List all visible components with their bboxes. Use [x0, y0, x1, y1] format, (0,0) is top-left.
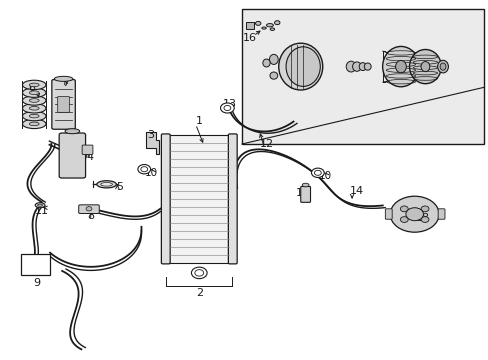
Text: 6: 6: [28, 83, 35, 93]
Ellipse shape: [409, 49, 440, 84]
Text: 11: 11: [35, 206, 48, 216]
FancyBboxPatch shape: [79, 205, 99, 213]
Ellipse shape: [224, 105, 230, 111]
FancyBboxPatch shape: [59, 133, 85, 178]
Ellipse shape: [22, 111, 46, 121]
Ellipse shape: [29, 83, 39, 87]
Ellipse shape: [22, 80, 46, 90]
Ellipse shape: [29, 99, 39, 102]
FancyBboxPatch shape: [228, 134, 237, 264]
Ellipse shape: [420, 62, 429, 72]
Circle shape: [86, 207, 92, 211]
Circle shape: [389, 196, 438, 232]
Ellipse shape: [266, 23, 273, 27]
Ellipse shape: [29, 122, 39, 126]
Text: 1: 1: [196, 116, 203, 126]
Text: 12: 12: [259, 139, 273, 149]
Ellipse shape: [29, 107, 39, 110]
Ellipse shape: [395, 60, 406, 73]
Ellipse shape: [352, 62, 361, 71]
Text: 10: 10: [145, 168, 158, 178]
FancyBboxPatch shape: [20, 254, 50, 275]
Ellipse shape: [22, 119, 46, 129]
Ellipse shape: [302, 183, 308, 187]
FancyBboxPatch shape: [245, 22, 253, 29]
Ellipse shape: [255, 21, 261, 25]
Ellipse shape: [269, 72, 277, 79]
Ellipse shape: [101, 183, 112, 186]
Text: 17: 17: [386, 62, 400, 72]
Ellipse shape: [270, 28, 274, 30]
Ellipse shape: [38, 204, 42, 206]
Ellipse shape: [364, 63, 370, 70]
Polygon shape: [145, 132, 159, 154]
Circle shape: [420, 206, 428, 212]
Ellipse shape: [311, 168, 324, 177]
FancyBboxPatch shape: [385, 209, 391, 219]
Ellipse shape: [22, 104, 46, 113]
Ellipse shape: [97, 181, 116, 188]
Text: 16: 16: [242, 33, 256, 43]
Ellipse shape: [22, 88, 46, 97]
Ellipse shape: [29, 114, 39, 118]
Text: 14: 14: [349, 186, 363, 196]
Text: 2: 2: [195, 288, 203, 298]
Ellipse shape: [346, 61, 355, 72]
Text: 10: 10: [318, 171, 331, 181]
Ellipse shape: [382, 46, 418, 87]
Ellipse shape: [35, 203, 45, 208]
Ellipse shape: [439, 63, 445, 70]
Text: 5: 5: [116, 182, 123, 192]
Ellipse shape: [141, 167, 147, 172]
Ellipse shape: [285, 47, 320, 86]
Ellipse shape: [194, 270, 203, 276]
Ellipse shape: [54, 76, 73, 81]
Text: 7: 7: [62, 78, 69, 88]
FancyBboxPatch shape: [242, 9, 483, 144]
Ellipse shape: [274, 21, 279, 24]
Ellipse shape: [220, 103, 234, 113]
Ellipse shape: [65, 129, 80, 134]
Ellipse shape: [278, 43, 322, 90]
FancyBboxPatch shape: [300, 186, 310, 202]
Text: 4: 4: [87, 152, 94, 162]
Ellipse shape: [314, 170, 321, 175]
Circle shape: [400, 217, 407, 222]
FancyBboxPatch shape: [161, 134, 170, 264]
FancyBboxPatch shape: [437, 209, 444, 219]
FancyBboxPatch shape: [58, 96, 69, 112]
FancyBboxPatch shape: [52, 80, 75, 129]
Ellipse shape: [437, 60, 447, 73]
Text: 15: 15: [296, 188, 309, 198]
Ellipse shape: [22, 96, 46, 105]
Ellipse shape: [269, 54, 278, 64]
Ellipse shape: [138, 165, 150, 174]
Text: 18: 18: [415, 213, 429, 223]
Ellipse shape: [262, 59, 269, 67]
Circle shape: [405, 208, 423, 221]
Ellipse shape: [29, 91, 39, 94]
Text: 3: 3: [147, 130, 154, 140]
Ellipse shape: [262, 27, 265, 29]
FancyBboxPatch shape: [82, 145, 93, 154]
FancyBboxPatch shape: [168, 135, 229, 263]
Text: 13: 13: [223, 99, 236, 109]
Circle shape: [420, 217, 428, 222]
Circle shape: [400, 206, 407, 212]
Ellipse shape: [191, 267, 207, 279]
Text: 9: 9: [33, 278, 40, 288]
Text: 8: 8: [87, 211, 94, 221]
Ellipse shape: [358, 63, 366, 71]
